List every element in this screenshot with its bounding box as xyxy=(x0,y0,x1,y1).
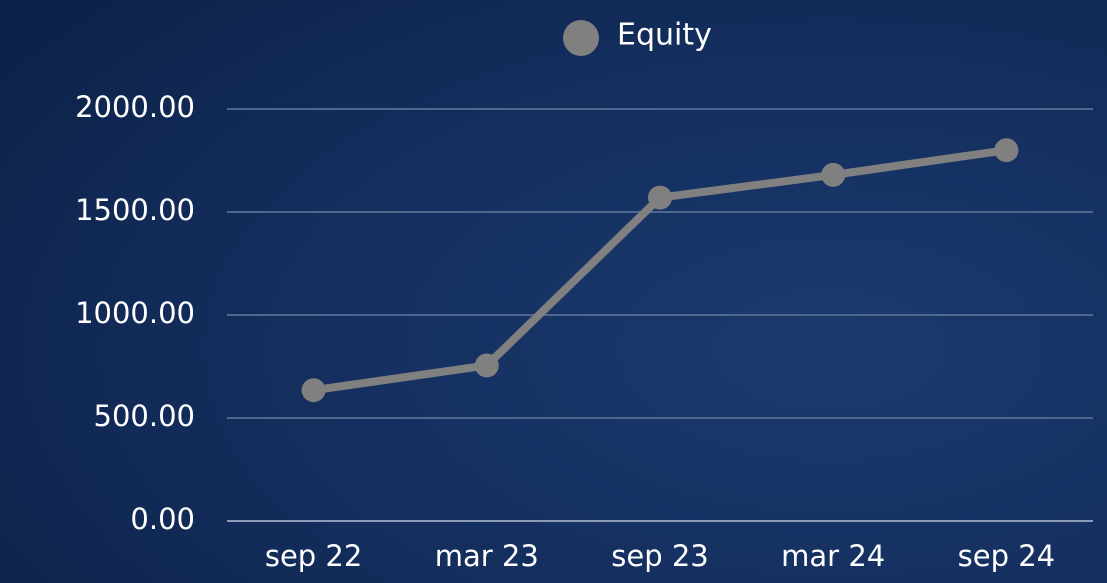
x-tick-label: sep 22 xyxy=(265,539,362,573)
x-tick-label: mar 23 xyxy=(435,539,539,573)
y-tick-label: 1500.00 xyxy=(75,193,195,227)
point xyxy=(994,138,1019,163)
point xyxy=(301,378,326,403)
x-tick-label: sep 23 xyxy=(611,539,708,573)
point xyxy=(821,162,846,187)
point xyxy=(648,185,672,210)
y-tick-label: 500.00 xyxy=(94,399,195,433)
point xyxy=(474,353,499,378)
y-tick-label: 0.00 xyxy=(130,502,195,536)
legend-label: Equity xyxy=(617,18,712,53)
x-tick-label: mar 24 xyxy=(781,539,885,573)
y-tick-label: 1000.00 xyxy=(75,296,195,330)
x-tick-label: sep 24 xyxy=(958,539,1055,573)
y-tick-label: 2000.00 xyxy=(75,90,195,124)
legend-marker xyxy=(563,20,599,56)
